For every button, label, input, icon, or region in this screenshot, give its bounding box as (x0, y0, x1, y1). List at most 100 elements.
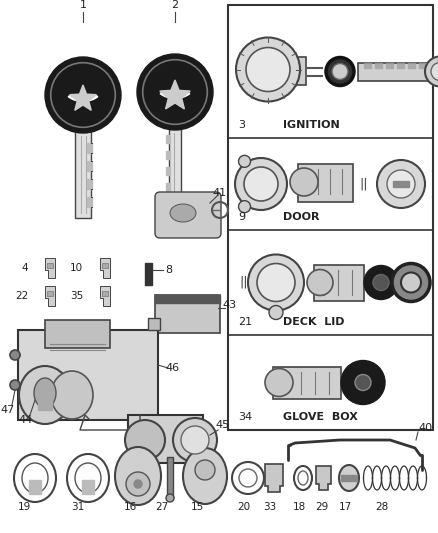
Circle shape (248, 254, 304, 311)
Ellipse shape (170, 204, 196, 222)
Ellipse shape (34, 378, 56, 408)
Text: 20: 20 (237, 502, 251, 512)
Ellipse shape (19, 366, 71, 424)
Bar (375, 62, 382, 68)
Ellipse shape (51, 371, 93, 419)
Circle shape (269, 305, 283, 319)
Bar (408, 62, 415, 68)
Circle shape (195, 460, 215, 480)
Polygon shape (70, 85, 96, 110)
Bar (276, 56, 306, 85)
Circle shape (425, 56, 438, 86)
Bar (18, 330, 158, 420)
Polygon shape (100, 286, 110, 306)
Bar (155, 295, 220, 333)
Circle shape (125, 420, 165, 460)
Bar (87, 143, 92, 153)
Bar (87, 197, 92, 207)
Bar (87, 179, 92, 189)
Polygon shape (100, 258, 110, 278)
Text: 17: 17 (339, 502, 352, 512)
Bar (167, 457, 173, 499)
Bar (228, 5, 433, 430)
Bar (358, 62, 430, 80)
Circle shape (377, 160, 425, 208)
Bar (87, 161, 92, 171)
Bar (273, 367, 341, 399)
Circle shape (257, 263, 295, 302)
Bar (29, 480, 41, 494)
Bar (38, 400, 52, 410)
Text: 29: 29 (315, 502, 328, 512)
Bar (298, 164, 353, 202)
Polygon shape (45, 258, 55, 278)
Circle shape (239, 200, 251, 213)
Circle shape (181, 426, 209, 454)
Text: 40: 40 (418, 423, 432, 433)
Text: 45: 45 (215, 420, 229, 430)
Circle shape (137, 54, 213, 130)
Circle shape (431, 62, 438, 80)
Circle shape (373, 274, 389, 290)
Bar (166, 167, 170, 175)
Ellipse shape (339, 465, 359, 491)
Text: 46: 46 (165, 363, 179, 373)
Ellipse shape (115, 447, 161, 505)
Circle shape (341, 360, 385, 405)
Bar (47, 263, 53, 268)
Circle shape (10, 350, 20, 360)
Text: IGNITION: IGNITION (283, 120, 340, 130)
Bar (166, 199, 170, 207)
Circle shape (166, 494, 174, 502)
Circle shape (246, 47, 290, 92)
Polygon shape (45, 286, 55, 306)
Bar (128, 415, 203, 463)
Text: 22: 22 (15, 291, 28, 301)
Text: 8: 8 (165, 265, 172, 275)
Circle shape (290, 168, 318, 196)
Circle shape (244, 167, 278, 201)
Text: 34: 34 (238, 412, 252, 422)
Text: 31: 31 (71, 502, 85, 512)
Text: 27: 27 (155, 502, 169, 512)
Bar (47, 291, 53, 296)
Bar (386, 62, 393, 68)
Bar (397, 62, 404, 68)
Text: DECK  LID: DECK LID (283, 317, 345, 327)
Bar (419, 62, 426, 68)
Circle shape (10, 380, 20, 390)
Circle shape (401, 272, 421, 293)
Circle shape (134, 480, 142, 488)
Bar (166, 135, 170, 143)
Circle shape (45, 57, 121, 133)
Text: 9: 9 (238, 212, 245, 222)
Circle shape (265, 368, 293, 397)
Bar (155, 295, 220, 303)
Bar (75, 128, 91, 218)
Bar (102, 291, 108, 296)
Circle shape (392, 263, 430, 302)
Text: 18: 18 (293, 502, 306, 512)
Polygon shape (160, 80, 190, 109)
Bar (166, 183, 170, 191)
FancyBboxPatch shape (155, 192, 221, 238)
Text: 2: 2 (171, 0, 179, 10)
Bar (166, 151, 170, 159)
Text: 28: 28 (375, 502, 389, 512)
Text: 43: 43 (222, 300, 236, 310)
Circle shape (173, 418, 217, 462)
Text: 47: 47 (1, 405, 15, 415)
Text: 19: 19 (18, 502, 31, 512)
Bar (364, 62, 371, 68)
Bar (169, 125, 181, 220)
Circle shape (364, 265, 398, 300)
Circle shape (236, 37, 300, 101)
Bar (341, 475, 357, 481)
Text: DOOR: DOOR (283, 212, 319, 222)
Circle shape (355, 375, 371, 391)
Text: 35: 35 (70, 291, 83, 301)
Circle shape (307, 270, 333, 295)
Text: 33: 33 (263, 502, 277, 512)
Polygon shape (316, 466, 331, 490)
Polygon shape (265, 464, 283, 492)
